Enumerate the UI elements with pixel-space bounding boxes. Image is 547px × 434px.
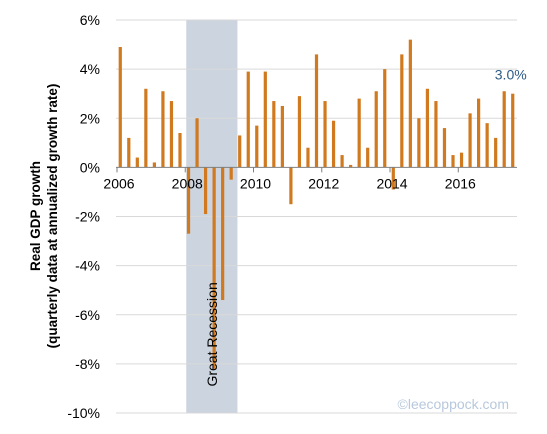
bar-2007q1 [152,162,156,168]
y-tick-label: -4% [75,258,100,274]
y-axis-title: Real GDP growth (quarterly data at annua… [28,84,60,349]
y-tick-label: 0% [80,159,100,175]
bar-2015q1 [425,88,430,168]
x-tick-label: 2016 [445,175,476,191]
bar-2009q4 [246,71,250,168]
bar-2012q1 [323,101,327,168]
bar-2015q4 [451,155,455,168]
bar-2016q4 [485,123,489,168]
bar-2014q3 [408,39,412,168]
bar-2014q2 [400,54,404,168]
x-tick-label: 2014 [376,175,407,191]
y-tick-label: -6% [75,307,100,323]
bar-2006q2 [127,137,131,168]
bar-2006q3 [135,157,139,168]
y-tick-label: 2% [80,110,100,126]
bar-2017q3 [511,93,515,168]
bar-2007q2 [161,91,165,168]
bar-2008q3 [203,167,208,215]
bar-2010q3 [272,101,276,168]
x-tick-label: 2012 [308,175,339,191]
bar-2008q2 [195,118,199,168]
bar-2007q4 [178,132,182,168]
bar-layer [118,39,515,369]
y-tick-label: -10% [67,405,100,421]
bar-2016q2 [468,113,472,168]
bar-2010q2 [263,71,267,168]
bar-2012q4 [349,164,353,168]
y-tick-label: -8% [75,356,100,372]
y-axis-title-line1: Real GDP growth [28,161,43,271]
bar-2011q2 [297,96,302,168]
bar-2014q4 [417,118,421,168]
bar-2017q2 [502,91,506,168]
bar-2015q3 [442,128,447,168]
y-tick-label: -2% [75,209,100,225]
bar-2006q4 [144,88,148,168]
bar-2011q3 [306,147,310,168]
value-annotation: 3.0% [495,67,527,83]
bar-2012q3 [340,155,344,168]
bar-2013q2 [366,147,370,168]
label-layer: Great Recession -10% -8% -6% -4% -2% 0% 2% 4% 6% 2… [67,12,526,421]
bar-2014q1 [391,167,395,190]
bar-2010q1 [255,125,259,168]
bar-2013q4 [383,69,387,168]
bar-2009q2 [229,167,233,180]
bar-2013q3 [374,91,378,168]
x-tick-label: 2010 [240,175,271,191]
bar-2009q3 [238,135,242,168]
bar-2011q1 [289,167,293,205]
bar-2010q4 [280,105,284,168]
y-tick-label: 4% [80,61,100,77]
bar-2016q3 [477,98,481,168]
bar-2016q1 [459,152,464,168]
x-tick-label: 2006 [103,175,134,191]
recession-label: Great Recession [204,282,220,386]
bar-2011q4 [314,54,319,168]
bar-2008q4 [212,167,216,369]
y-axis-title-line2: (quarterly data at annualized growth rat… [45,84,60,349]
bar-2008q1 [186,167,191,234]
y-tick-label: 6% [80,12,100,28]
bar-2007q3 [169,101,174,168]
bar-2009q1 [221,167,225,301]
axis-layer [116,166,517,173]
bar-2015q2 [434,101,438,168]
bar-2017q1 [494,137,498,168]
bar-2013q1 [357,98,361,168]
bar-2006q1 [118,47,122,168]
bar-2012q2 [331,120,336,168]
x-tick-label: 2008 [172,175,203,191]
watermark: ©leecoppock.com [398,396,509,412]
